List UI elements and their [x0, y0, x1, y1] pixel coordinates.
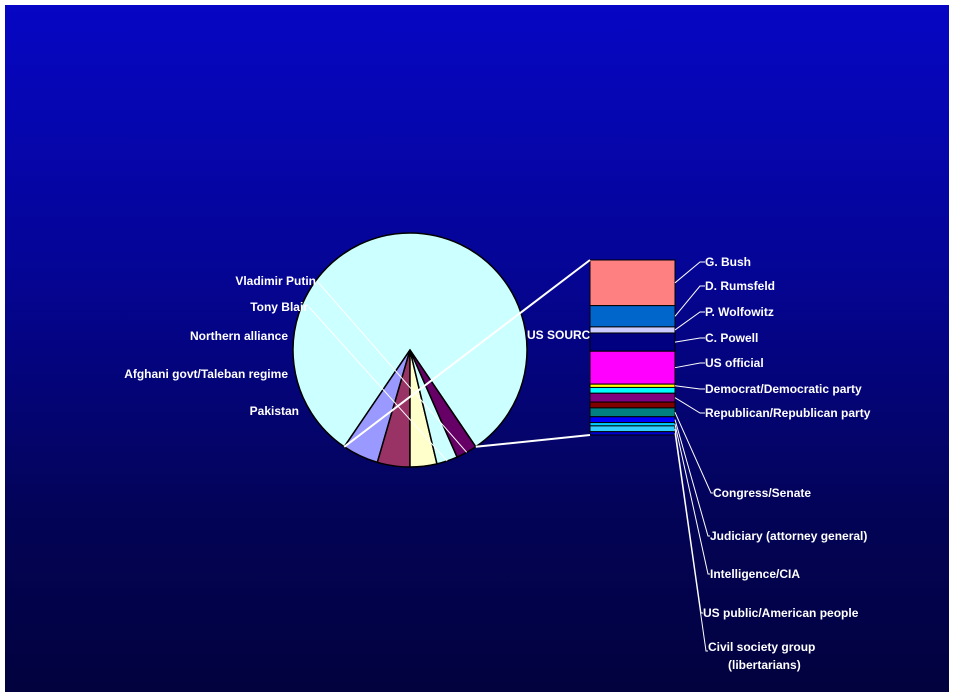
bar-leader-civil-society-group-libertarians [674, 433, 708, 652]
bar-leader-g-bush [674, 261, 705, 284]
bar-segment-us-official [589, 350, 676, 385]
bar-label-congress-senate: Congress/Senate [713, 486, 811, 500]
bar-leader-judiciary-attorney-general [674, 419, 710, 537]
bar-label-us-official: US official [705, 356, 764, 370]
bar-segment-unlabeled-6 [589, 386, 676, 394]
pie-label-northern-alliance: Northern alliance [190, 329, 288, 343]
bar-of-pie-chart: US SOURCES Pakistan Afghani govt/Taleban r… [124, 232, 871, 672]
bar-label-republican-republican-party: Republican/Republican party [705, 406, 871, 420]
bar-label-us-public-american-people: US public/American people [703, 606, 859, 620]
connector-line-top [343, 259, 591, 448]
pie-label-pakistan: Pakistan [250, 404, 299, 418]
bar-label-g-bush: G. Bush [705, 255, 751, 269]
pie-slice-us-sources [292, 232, 528, 448]
pie-label-vladimir-putin: Vladimir Putin [235, 274, 316, 288]
bar-segment-unlabeled-8 [589, 401, 676, 409]
bar-label-c-powell: C. Powell [705, 331, 758, 345]
bar-segment-d-rumsfeld [589, 305, 676, 328]
bar-leader-d-rumsfeld [674, 285, 705, 317]
bar-leader-us-public-american-people [674, 428, 703, 614]
bar-segment-congress-senate [589, 407, 676, 418]
bar-label-civil-society-group-libertarians-line2: (libertarians) [728, 658, 801, 672]
connector-line-bottom [475, 434, 591, 448]
bar-label-judiciary-attorney-general: Judiciary (attorney general) [710, 529, 867, 543]
bar-label-intelligence-cia: Intelligence/CIA [710, 567, 800, 581]
bar-leader-c-powell [674, 337, 705, 343]
bar-segment-republican-republican-party [589, 392, 676, 403]
bar-segment-g-bush [589, 259, 676, 307]
bar-leader-congress-senate [674, 412, 713, 494]
pie-label-us-sources: US SOURCES [527, 328, 606, 342]
bar-segment-civil-society-group-libertarians [589, 431, 676, 436]
bar-label-democrat-democratic-party: Democrat/Democratic party [705, 382, 862, 396]
bar-segment-judiciary-attorney-general [589, 416, 676, 424]
pie-label-tony-blair: Tony Blair [250, 300, 308, 314]
bar-leader-intelligence-cia [674, 424, 710, 575]
bar-segment-p-wolfowitz [589, 326, 676, 334]
slide-background: US SOURCES Pakistan Afghani govt/Taleban r… [5, 5, 949, 692]
pie-leader-tony-blair [308, 306, 448, 462]
bar-leader-republican-republican-party [674, 397, 705, 414]
bar-label-civil-society-group-libertarians-line1: Civil society group [708, 640, 815, 654]
bar-leader-us-official [674, 362, 705, 369]
bar-leader-democrat-democratic-party [674, 385, 705, 390]
pie-label-afghani-govt-taleban-regime: Afghani govt/Taleban regime [124, 367, 288, 381]
pie-leader-vladimir-putin [316, 280, 468, 453]
bar-segment-us-public-american-people [589, 425, 676, 433]
bar-label-d-rumsfeld: D. Rumsfeld [705, 279, 775, 293]
bar-segment-c-powell [589, 332, 676, 352]
bar-leader-p-wolfowitz [674, 311, 705, 331]
bar-label-p-wolfowitz: P. Wolfowitz [705, 305, 774, 319]
